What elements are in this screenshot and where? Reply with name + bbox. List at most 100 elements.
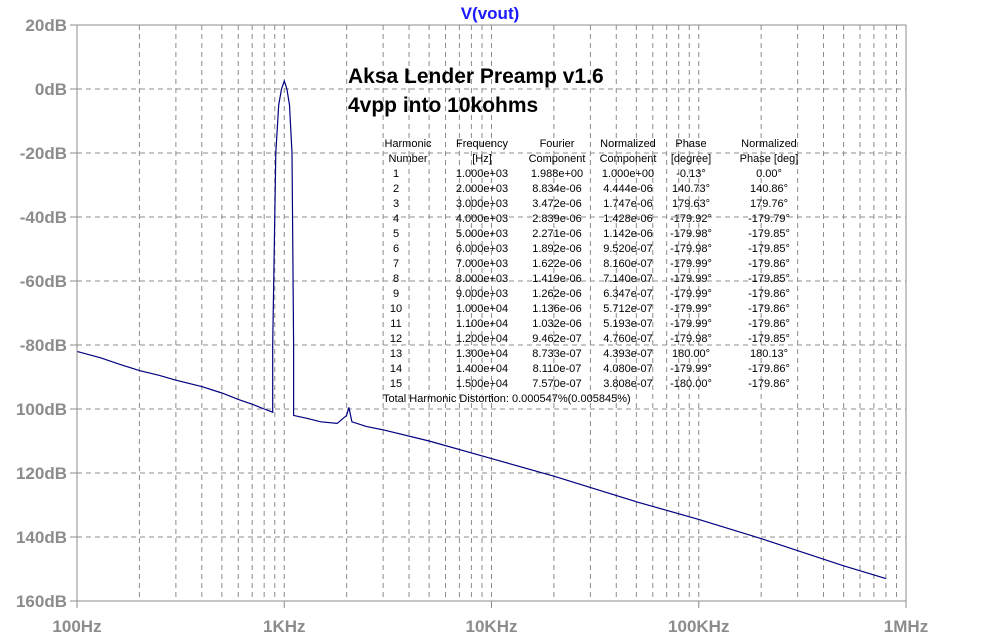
table-cell-11-1: 1.200e+04 bbox=[456, 333, 508, 345]
table-cell-8-0: 9 bbox=[393, 288, 399, 300]
table-cell-11-5: -179.85° bbox=[748, 333, 790, 345]
table-cell-7-0: 8 bbox=[393, 273, 399, 285]
x-tick-label-2: 10KHz bbox=[466, 617, 518, 636]
table-cell-10-1: 1.100e+04 bbox=[456, 318, 508, 330]
x-tick-label-1: 1KHz bbox=[263, 617, 306, 636]
table-cell-7-5: -179.85° bbox=[748, 273, 790, 285]
table-cell-13-3: 4.080e-07 bbox=[603, 363, 653, 375]
table-cell-10-5: -179.86° bbox=[748, 318, 790, 330]
table-cell-5-2: 1.892e-06 bbox=[532, 243, 582, 255]
table-cell-12-2: 8.733e-07 bbox=[532, 348, 582, 360]
table-cell-6-4: -179.99° bbox=[670, 258, 712, 270]
table-cell-7-2: 1.419e-06 bbox=[532, 273, 582, 285]
table-cell-13-1: 1.400e+04 bbox=[456, 363, 508, 375]
table-cell-6-2: 1.622e-06 bbox=[532, 258, 582, 270]
table-cell-13-0: 14 bbox=[390, 363, 402, 375]
table-cell-1-4: 140.73° bbox=[672, 183, 710, 195]
series-line-0[interactable] bbox=[76, 79, 887, 580]
table-cell-11-2: 9.462e-07 bbox=[532, 333, 582, 345]
table-cell-12-3: 4.393e-07 bbox=[603, 348, 653, 360]
table-cell-13-4: -179.99° bbox=[670, 363, 712, 375]
plot-frame bbox=[76, 24, 907, 602]
table-cell-6-1: 7.000e+03 bbox=[456, 258, 508, 270]
table-cell-10-4: -179.99° bbox=[670, 318, 712, 330]
table-cell-2-3: 1.747e-06 bbox=[603, 198, 653, 210]
annotation-title-line1: Aksa Lender Preamp v1.6 bbox=[348, 65, 604, 88]
table-cell-1-3: 4.444e-06 bbox=[603, 183, 653, 195]
table-cell-8-1: 9.000e+03 bbox=[456, 288, 508, 300]
table-cell-1-1: 2.000e+03 bbox=[456, 183, 508, 195]
table-header-0-1: Number bbox=[388, 153, 427, 165]
table-header-4-0: Phase bbox=[675, 138, 706, 150]
table-header-5-0: Normalized bbox=[741, 138, 797, 150]
table-cell-3-0: 4 bbox=[393, 213, 399, 225]
table-cell-4-4: -179.98° bbox=[670, 228, 712, 240]
table-cell-12-0: 13 bbox=[390, 348, 402, 360]
table-cell-8-5: -179.86° bbox=[748, 288, 790, 300]
table-cell-14-4: -180.00° bbox=[670, 378, 712, 390]
y-tick-label-2: -20dB bbox=[20, 144, 67, 163]
total-harmonic-distortion: Total Harmonic Distortion: 0.000547%(0.0… bbox=[383, 393, 631, 405]
table-cell-8-2: 1.262e-06 bbox=[532, 288, 582, 300]
table-cell-6-3: 8.160e-07 bbox=[603, 258, 653, 270]
table-header-4-1: [degree] bbox=[671, 153, 711, 165]
table-cell-6-0: 7 bbox=[393, 258, 399, 270]
table-cell-5-4: -179.98° bbox=[670, 243, 712, 255]
table-cell-2-2: 3.472e-06 bbox=[532, 198, 582, 210]
table-cell-2-4: 179.63° bbox=[672, 198, 710, 210]
table-cell-7-1: 8.000e+03 bbox=[456, 273, 508, 285]
table-cell-12-4: 180.00° bbox=[672, 348, 710, 360]
table-cell-4-5: -179.85° bbox=[748, 228, 790, 240]
table-cell-9-4: -179.99° bbox=[670, 303, 712, 315]
x-tick-label-0: 100Hz bbox=[52, 617, 101, 636]
table-cell-11-0: 12 bbox=[390, 333, 402, 345]
table-cell-5-1: 6.000e+03 bbox=[456, 243, 508, 255]
table-cell-9-2: 1.136e-06 bbox=[532, 303, 582, 315]
table-cell-2-0: 3 bbox=[393, 198, 399, 210]
table-cell-0-5: 0.00° bbox=[756, 168, 782, 180]
table-cell-0-4: -0.13° bbox=[676, 168, 705, 180]
table-cell-3-4: -179.92° bbox=[670, 213, 712, 225]
harmonics-table: Harmonic Number Frequency [Hz] Fourier Compon… bbox=[384, 138, 798, 390]
table-cell-14-1: 1.500e+04 bbox=[456, 378, 508, 390]
table-cell-0-2: 1.988e+00 bbox=[531, 168, 583, 180]
table-cell-11-4: -179.98° bbox=[670, 333, 712, 345]
table-cell-9-3: 5.712e-07 bbox=[603, 303, 653, 315]
table-cell-14-3: 3.808e-07 bbox=[603, 378, 653, 390]
table-cell-8-3: 6.347e-07 bbox=[603, 288, 653, 300]
y-tick-label-0: 20dB bbox=[25, 16, 67, 35]
y-tick-label-8: 140dB bbox=[16, 528, 67, 547]
table-cell-13-2: 8.110e-07 bbox=[533, 363, 582, 375]
x-tick-label-4: 1MHz bbox=[884, 617, 928, 636]
table-cell-5-0: 6 bbox=[393, 243, 399, 255]
annotation-title-line2: 4vpp into 10kohms bbox=[348, 94, 538, 117]
table-cell-1-2: 8.834e-06 bbox=[532, 183, 582, 195]
table-cell-14-2: 7.570e-07 bbox=[532, 378, 582, 390]
table-cell-7-3: 7.140e-07 bbox=[603, 273, 653, 285]
table-cell-2-1: 3.000e+03 bbox=[456, 198, 508, 210]
y-tick-label-9: 160dB bbox=[16, 592, 67, 611]
table-cell-1-5: 140.86° bbox=[750, 183, 788, 195]
table-cell-3-2: 2.839e-06 bbox=[532, 213, 582, 225]
table-header-3-1: Component bbox=[600, 153, 657, 165]
y-tick-label-7: 120dB bbox=[16, 464, 67, 483]
y-tick-label-6: 100dB bbox=[16, 400, 67, 419]
table-cell-4-3: 1.142e-06 bbox=[603, 228, 653, 240]
table-cell-12-1: 1.300e+04 bbox=[456, 348, 508, 360]
table-cell-8-4: -179.99° bbox=[670, 288, 712, 300]
table-header-2-0: Fourier bbox=[540, 138, 575, 150]
table-cell-10-3: 5.193e-07 bbox=[603, 318, 653, 330]
table-cell-7-4: -179.99° bbox=[670, 273, 712, 285]
x-tick-label-3: 100KHz bbox=[668, 617, 729, 636]
table-cell-0-1: 1.000e+03 bbox=[456, 168, 508, 180]
table-header-3-0: Normalized bbox=[600, 138, 656, 150]
chart-title[interactable]: V(vout) bbox=[461, 4, 520, 23]
table-cell-5-3: 9.520e-07 bbox=[603, 243, 653, 255]
table-cell-12-5: 180.13° bbox=[750, 348, 788, 360]
table-cell-11-3: 4.760e-07 bbox=[603, 333, 653, 345]
table-cell-14-0: 15 bbox=[390, 378, 402, 390]
y-tick-label-4: -60dB bbox=[20, 272, 67, 291]
table-cell-5-5: -179.85° bbox=[748, 243, 790, 255]
table-cell-3-1: 4.000e+03 bbox=[456, 213, 508, 225]
